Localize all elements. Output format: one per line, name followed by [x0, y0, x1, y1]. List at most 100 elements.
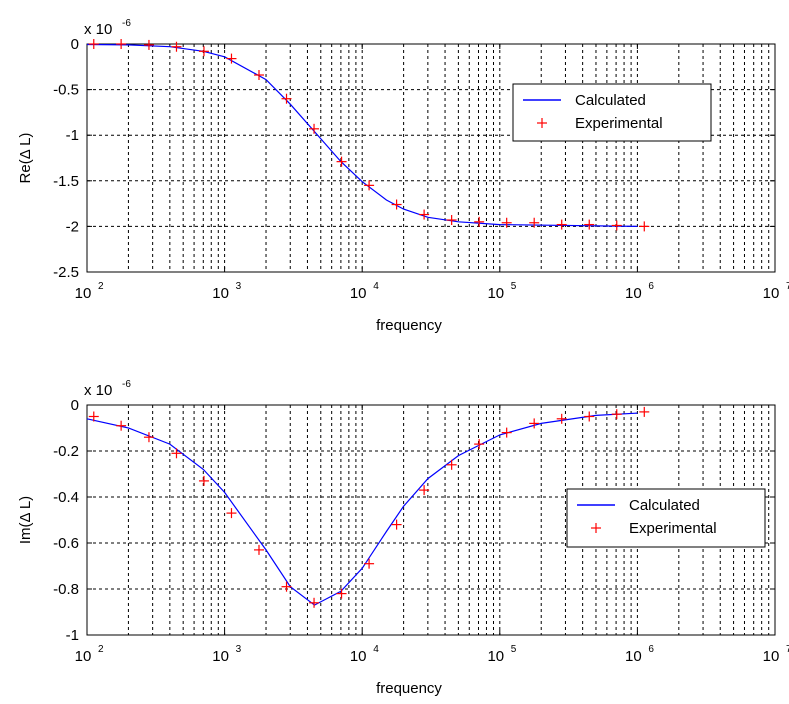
series-markers-experimental [88, 39, 650, 232]
data-point-experimental [88, 411, 99, 422]
x-tick-exponent: 5 [511, 644, 517, 655]
legend-label: Calculated [575, 92, 646, 109]
plot-area [87, 44, 775, 272]
data-point-experimental [116, 39, 127, 49]
x-tick-label: 10 [625, 648, 642, 665]
data-point-experimental [364, 180, 375, 191]
data-point-experimental [198, 475, 209, 486]
data-point-experimental [281, 581, 292, 592]
data-point-experimental [611, 409, 622, 420]
x-tick-exponent: 4 [373, 281, 379, 292]
grid-lines [87, 405, 775, 635]
x-tick-exponent: 3 [236, 281, 242, 292]
y-tick-label: -1 [66, 127, 79, 144]
data-point-experimental [419, 209, 430, 220]
x-tick-exponent: 2 [98, 281, 104, 292]
data-point-experimental [143, 39, 154, 50]
data-point-experimental [116, 420, 127, 431]
axes-box [86, 43, 776, 273]
y-scale-exponent: -6 [122, 379, 131, 390]
data-point-experimental [171, 41, 182, 52]
data-point-experimental [446, 215, 457, 226]
data-point-experimental [88, 39, 99, 49]
x-tick-label: 10 [763, 648, 780, 665]
data-point-experimental [584, 219, 595, 230]
legend-box [566, 488, 766, 548]
data-point-experimental [556, 219, 567, 230]
x-tick-exponent: 4 [373, 644, 379, 655]
legend-label: Experimental [629, 520, 717, 537]
legend-label: Experimental [575, 115, 663, 132]
data-point-experimental [253, 70, 264, 81]
x-tick-label: 10 [625, 285, 642, 302]
data-point-experimental [364, 558, 375, 569]
legend-box [512, 83, 712, 142]
y-tick-label: -0.2 [53, 443, 79, 460]
x-tick-label: 10 [487, 648, 504, 665]
data-point-experimental [281, 93, 292, 104]
x-tick-exponent: 3 [236, 644, 242, 655]
data-point-experimental [143, 432, 154, 443]
x-tick-exponent: 7 [786, 644, 789, 655]
y-tick-label: -1.5 [53, 173, 79, 190]
y-tick-label: -1 [66, 627, 79, 644]
series-markers-experimental [88, 406, 650, 608]
data-point-experimental [336, 588, 347, 599]
x-tick-label: 10 [350, 648, 367, 665]
x-tick-label: 10 [487, 285, 504, 302]
chart-panel-2: 0 -0.2 -0.4 -0.6 -0.8 -1 10 2 10 3 10 4 10 5 10 6 10 7 x 1… [17, 379, 789, 697]
series-line-calculated [86, 43, 638, 227]
y-axis-label: Im(Δ L) [17, 496, 34, 544]
chart-panel-1: 0 -0.5 -1 -1.5 -2 -2.5 10 2 10 3 10 4 10 5 10 6 10 7 x 10-… [17, 18, 789, 334]
x-axis-label: frequency [376, 317, 442, 334]
x-tick-label: 10 [763, 285, 780, 302]
legend: Calculated Experimental [512, 83, 712, 142]
x-tick-label: 10 [75, 285, 92, 302]
y-axis-label: Re(Δ L) [17, 133, 34, 184]
data-point-experimental [639, 221, 650, 232]
data-point-experimental [336, 156, 347, 167]
x-tick-label: 10 [350, 285, 367, 302]
x-tick-label: 10 [212, 285, 229, 302]
y-tick-label: -0.4 [53, 489, 79, 506]
data-point-experimental [639, 406, 650, 417]
grid-lines [87, 44, 775, 272]
data-point-experimental [501, 427, 512, 438]
x-tick-exponent: 5 [511, 281, 517, 292]
y-scale-note: x 10 [84, 382, 112, 399]
x-tick-exponent: 6 [648, 644, 654, 655]
data-point-experimental [556, 413, 567, 424]
x-tick-exponent: 6 [648, 281, 654, 292]
data-point-experimental [391, 199, 402, 210]
data-point-experimental [501, 217, 512, 228]
y-tick-label: 0 [71, 36, 79, 53]
x-tick-exponent: 2 [98, 644, 104, 655]
y-scale-exponent: -6 [122, 18, 131, 29]
data-point-experimental [171, 448, 182, 459]
axes-box [86, 404, 776, 636]
y-tick-label: -2.5 [53, 264, 79, 281]
data-point-experimental [309, 597, 320, 608]
data-point-experimental [419, 485, 430, 496]
y-tick-label: -0.8 [53, 581, 79, 598]
data-point-experimental [474, 216, 485, 227]
y-tick-label: -0.6 [53, 535, 79, 552]
data-point-experimental [309, 123, 320, 134]
legend-label: Calculated [629, 497, 700, 514]
data-point-experimental [584, 411, 595, 422]
legend: Calculated Experimental [566, 488, 766, 548]
data-point-experimental [253, 544, 264, 555]
data-point-experimental [611, 220, 622, 231]
y-tick-label: -2 [66, 218, 79, 235]
data-point-experimental [226, 508, 237, 519]
x-tick-label: 10 [75, 648, 92, 665]
data-point-experimental [446, 459, 457, 470]
x-tick-label: 10 [212, 648, 229, 665]
data-point-experimental [474, 439, 485, 450]
x-tick-exponent: 7 [786, 281, 789, 292]
y-tick-label: -0.5 [53, 82, 79, 99]
data-point-experimental [391, 519, 402, 530]
data-point-experimental [529, 418, 540, 429]
y-tick-label: 0 [71, 397, 79, 414]
